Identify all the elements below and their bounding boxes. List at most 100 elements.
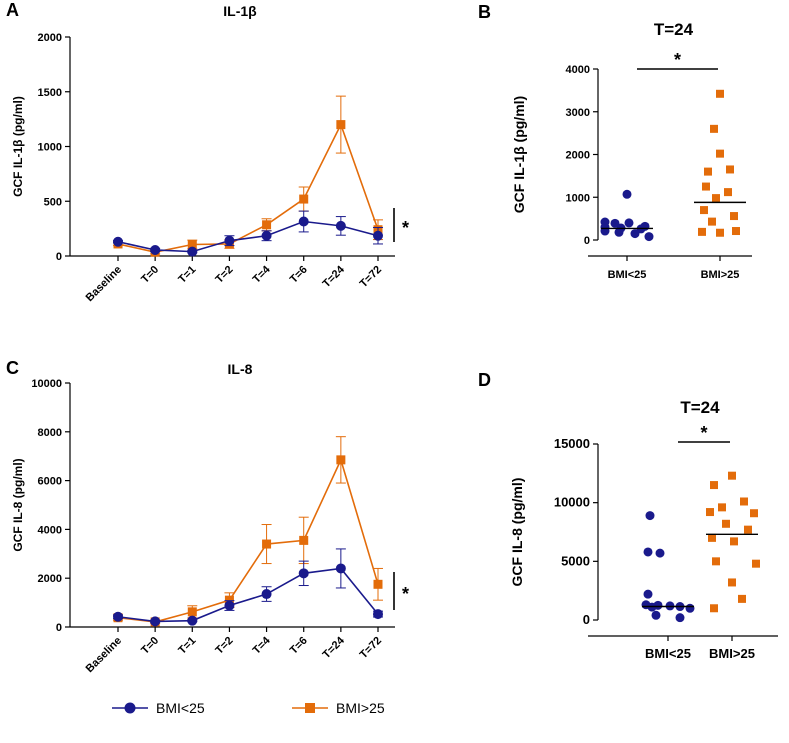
group-bmi-under-25 — [600, 189, 654, 242]
y-tick-label: 4000 — [38, 524, 62, 536]
data-point — [750, 509, 758, 518]
y-tick-label: 500 — [44, 196, 62, 208]
data-point — [614, 227, 624, 237]
y-axis-label: GCF IL-1β (pg/ml) — [11, 96, 25, 197]
significance-marker: * — [402, 218, 409, 238]
data-point — [187, 607, 197, 617]
x-tick-label: T=0 — [139, 264, 161, 286]
panel-b: B T=24 0 1000 2000 3000 4000 GCF IL-1β (pg/ml) B… — [478, 2, 752, 281]
y-tick-label: 6000 — [38, 476, 62, 488]
series-bmi-under-25 — [113, 548, 383, 627]
group-bmi-over-25 — [694, 89, 746, 237]
y-tick-label: 3000 — [566, 107, 590, 119]
data-point — [740, 497, 748, 506]
data-point — [724, 188, 732, 197]
y-tick-label: 0 — [56, 622, 62, 634]
chart-title: IL-1β — [223, 3, 257, 19]
data-point — [299, 535, 309, 545]
x-tick-label: T=1 — [176, 264, 198, 286]
y-axis-label: GCF IL-8 (pg/ml) — [509, 478, 525, 587]
data-point — [298, 568, 309, 579]
y-tick-label: 4000 — [566, 64, 590, 76]
series-line — [117, 220, 379, 253]
data-point — [336, 120, 346, 130]
data-point — [624, 218, 634, 228]
x-tick-label: BMI<25 — [645, 646, 691, 661]
y-tick-label: 2000 — [38, 32, 62, 44]
x-tick-label: T=72 — [358, 264, 384, 290]
panel-letter: A — [6, 0, 19, 20]
data-point — [700, 206, 708, 215]
y-tick-label: 5000 — [561, 553, 590, 568]
data-point — [752, 559, 760, 568]
y-tick-label: 1000 — [38, 142, 62, 154]
panel-letter: C — [6, 358, 19, 378]
panel-letter: B — [478, 2, 491, 22]
y-axis-label: GCF IL-8 (pg/ml) — [11, 458, 25, 551]
x-tick-label: T=72 — [358, 635, 384, 661]
y-tick-label: 15000 — [554, 436, 590, 451]
data-point — [675, 613, 685, 623]
significance-marker: * — [700, 423, 707, 443]
data-point — [730, 537, 738, 546]
x-tick-label: BMI>25 — [701, 269, 740, 281]
data-point — [710, 481, 718, 490]
data-point — [685, 603, 695, 613]
panel-a: A IL-1β 0 500 1000 1500 2000 GCF IL-1β (pg/ml) B… — [6, 0, 409, 304]
x-tick-label: T=2 — [213, 264, 235, 286]
y-tick-label: 10000 — [554, 495, 590, 510]
series-line — [117, 122, 379, 253]
data-point — [630, 229, 640, 239]
data-point — [644, 232, 654, 242]
y-tick-label: 1000 — [566, 192, 590, 204]
chart-title: T=24 — [654, 20, 694, 39]
data-point — [708, 217, 716, 226]
data-point — [698, 227, 706, 236]
data-point — [708, 533, 716, 542]
chart-title: T=24 — [680, 398, 720, 417]
legend-item: BMI<25 — [112, 700, 205, 716]
y-axis-label: GCF IL-1β (pg/ml) — [511, 96, 527, 213]
data-point — [373, 230, 383, 241]
group-bmi-over-25 — [706, 471, 760, 613]
data-point — [261, 230, 272, 241]
data-point — [187, 246, 198, 257]
data-point — [716, 149, 724, 158]
y-tick-label: 1500 — [38, 87, 62, 99]
legend-label: BMI<25 — [156, 700, 205, 716]
group-bmi-under-25 — [641, 511, 695, 623]
data-point — [645, 511, 655, 521]
data-point — [712, 557, 720, 566]
data-point — [704, 167, 712, 176]
data-point — [643, 547, 653, 557]
data-point — [726, 165, 734, 174]
data-point — [187, 615, 198, 626]
data-point — [373, 579, 383, 589]
y-tick-label: 10000 — [31, 378, 62, 390]
series-line — [117, 567, 379, 623]
x-tick-label: T=6 — [288, 264, 310, 286]
y-tick-label: 0 — [56, 251, 62, 263]
data-point — [113, 611, 123, 622]
data-point — [730, 212, 738, 221]
data-point — [710, 604, 718, 613]
series-bmi-under-25 — [113, 210, 383, 257]
data-point — [336, 455, 346, 465]
x-tick-label: Baseline — [84, 635, 124, 675]
series-line — [117, 457, 379, 623]
x-tick-label: T=0 — [139, 635, 161, 657]
data-point — [262, 220, 272, 230]
data-point — [728, 578, 736, 587]
data-point — [712, 194, 720, 203]
data-point — [732, 227, 740, 236]
panel-c: C IL-8 0 2000 4000 6000 8000 10000 GCF IL-8 (pg/… — [6, 358, 409, 675]
data-point — [744, 525, 752, 534]
data-point — [702, 182, 710, 191]
legend-label: BMI>25 — [336, 700, 385, 716]
y-tick-label: 2000 — [38, 573, 62, 585]
legend: BMI<25 BMI>25 — [112, 700, 385, 716]
x-tick-label: T=2 — [213, 635, 235, 657]
y-tick-label: 8000 — [38, 427, 62, 439]
x-tick-label: T=24 — [321, 263, 348, 290]
